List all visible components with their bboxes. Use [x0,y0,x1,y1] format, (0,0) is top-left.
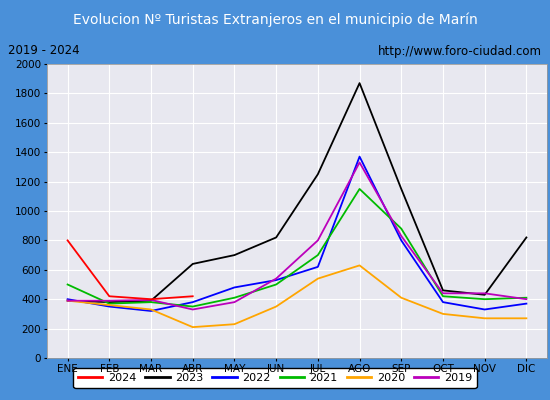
Text: 2019 - 2024: 2019 - 2024 [8,44,80,58]
Text: http://www.foro-ciudad.com: http://www.foro-ciudad.com [378,44,542,58]
Legend: 2024, 2023, 2022, 2021, 2020, 2019: 2024, 2023, 2022, 2021, 2020, 2019 [74,368,476,388]
Text: Evolucion Nº Turistas Extranjeros en el municipio de Marín: Evolucion Nº Turistas Extranjeros en el … [73,13,477,27]
